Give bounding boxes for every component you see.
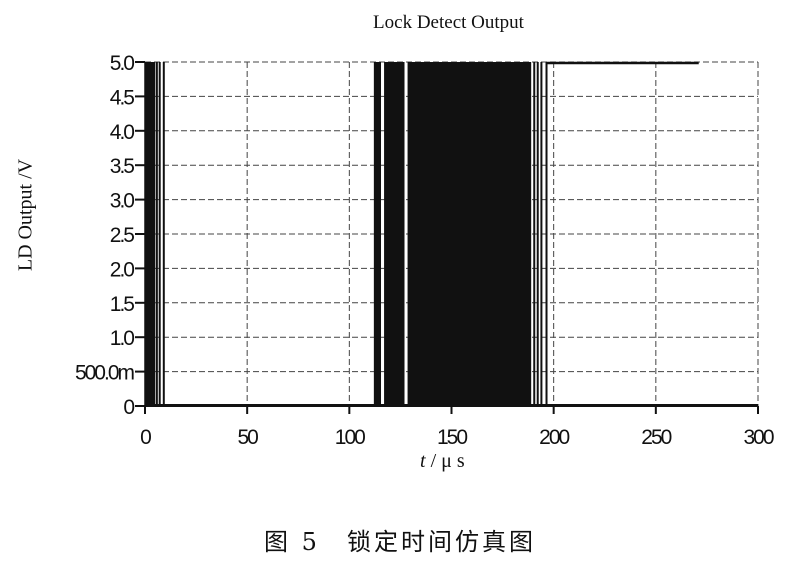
x-tick-label: 50 bbox=[237, 426, 258, 449]
x-tick-label: 250 bbox=[641, 426, 671, 449]
y-tick-label: 1.0 bbox=[110, 327, 135, 350]
x-axis-unit: / μ s bbox=[430, 450, 465, 472]
x-tick-label: 200 bbox=[539, 426, 569, 449]
x-tick-label: 0 bbox=[140, 426, 151, 449]
y-tick-label: 500.0m bbox=[75, 362, 135, 385]
signal-pulse-band bbox=[384, 62, 405, 406]
x-axis-variable: t bbox=[420, 450, 426, 472]
chart-title: Lock Detect Output bbox=[373, 12, 524, 33]
x-tick-label: 100 bbox=[335, 426, 365, 449]
y-tick-label: 1.5 bbox=[110, 293, 135, 316]
signal-pulse-band bbox=[145, 62, 156, 406]
y-tick-label: 4.5 bbox=[110, 86, 135, 109]
y-tick-label: 4.0 bbox=[110, 121, 135, 144]
y-tick-label: 2.0 bbox=[110, 258, 135, 281]
x-tick-label: 150 bbox=[437, 426, 467, 449]
y-tick-label: 3.5 bbox=[110, 155, 135, 178]
signal-pulse-band bbox=[373, 62, 382, 406]
y-tick-label: 0 bbox=[123, 396, 134, 419]
y-tick-label: 3.0 bbox=[110, 190, 135, 213]
x-tick-label: 300 bbox=[743, 426, 773, 449]
y-tick-label: 5.0 bbox=[110, 52, 135, 75]
signal-pulse-band bbox=[407, 62, 532, 406]
y-tick-label: 2.5 bbox=[110, 224, 135, 247]
x-axis-label: t / μ s bbox=[420, 450, 465, 473]
figure-caption: 图 5 锁定时间仿真图 bbox=[264, 528, 536, 556]
